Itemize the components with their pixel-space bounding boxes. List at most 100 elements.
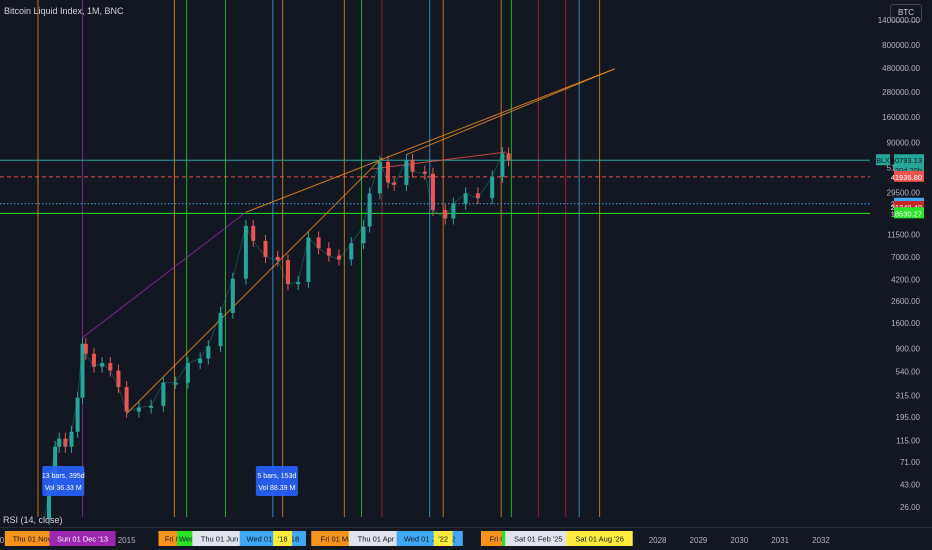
chart-title: Bitcoin Liquid Index, 1M, BNC <box>4 6 124 16</box>
candle-body-14 <box>136 407 141 412</box>
candle-body-7 <box>80 343 85 398</box>
x-tick-label: 2028 <box>649 536 667 545</box>
y-tick-label: 195.00 <box>896 413 921 422</box>
candle-body-45 <box>463 193 468 204</box>
price-tag-box <box>894 154 924 177</box>
candle-body-41 <box>422 171 427 174</box>
candle-body-43 <box>443 209 448 219</box>
time-label-text: Sat 01 Feb '25 <box>514 535 563 544</box>
time-label-text: Thu 01 Nov '12 <box>13 535 64 544</box>
trendline-2[interactable] <box>245 68 615 213</box>
candle-body-47 <box>490 176 495 199</box>
time-label-text: Sun 01 Dec '13 <box>57 535 108 544</box>
time-label-text: '22 <box>438 535 448 544</box>
y-tick-label: 2600.00 <box>891 297 920 306</box>
candle-body-4 <box>63 438 68 447</box>
time-label-box-10 <box>433 531 453 546</box>
candle-body-15 <box>149 405 154 408</box>
y-tick-label: 43.00 <box>900 481 921 490</box>
candle-body-17 <box>173 382 178 385</box>
x-tick-label: 2032 <box>812 536 830 545</box>
time-label-box-15 <box>566 531 633 546</box>
candle-body-48 <box>500 153 505 177</box>
candle-body-19 <box>198 358 203 364</box>
level-tag-text: 18530.27 <box>891 209 922 218</box>
candle-body-27 <box>285 260 290 285</box>
price-tag-countdown: 20d 20h <box>895 166 922 175</box>
candle-body-21 <box>218 312 223 347</box>
trendline-1[interactable] <box>126 157 383 414</box>
level-tag-3 <box>894 201 924 213</box>
measure-box-1[interactable] <box>255 466 298 497</box>
measure-box-0[interactable] <box>42 466 85 497</box>
indicator-divider <box>0 527 932 528</box>
y-tick-label: 800000.00 <box>882 41 920 50</box>
time-label-text: Thu 01 Jun '17 <box>201 535 250 544</box>
level-tag-text: 41936.80 <box>891 173 922 182</box>
y-tick-label: 4200.00 <box>891 276 920 285</box>
y-tick-label: 71.00 <box>900 458 921 467</box>
candle-body-33 <box>349 243 354 260</box>
candle-body-29 <box>306 237 311 282</box>
candle-body-3 <box>57 438 62 447</box>
candle-body-36 <box>377 161 382 194</box>
time-label-text: Wed <box>179 535 194 544</box>
candle-body-38 <box>392 182 397 185</box>
candle-body-46 <box>475 193 480 199</box>
candle-body-1 <box>47 487 52 519</box>
candle-body-28 <box>296 281 301 285</box>
time-label-text: Fri 01 I <box>489 535 512 544</box>
measure-box-line2: Vol 36.33 M <box>45 485 82 492</box>
candle-body-34 <box>361 226 366 244</box>
time-label-text: Wed 01 Aug '18 <box>247 535 300 544</box>
candle-body-37 <box>386 161 391 183</box>
price-tag-value: 60793.13 <box>891 156 922 165</box>
y-tick-label: 115.00 <box>896 437 920 446</box>
time-label-box-6 <box>273 531 293 546</box>
x-tick-label: 2031 <box>771 536 789 545</box>
y-tick-label: 1600.00 <box>891 319 920 328</box>
measure-box-line2: Vol 88.39 M <box>258 485 295 492</box>
trendline-0[interactable] <box>82 211 247 338</box>
x-tick-label: 2015 <box>118 536 136 545</box>
time-label-box-3 <box>177 531 197 546</box>
y-tick-label: 90000.00 <box>887 139 921 148</box>
candle-body-40 <box>410 159 415 172</box>
candle-body-9 <box>91 353 96 367</box>
candle-body-12 <box>116 370 121 388</box>
symbol-button[interactable]: BTC <box>890 4 922 22</box>
candle-body-42 <box>430 173 435 210</box>
candle-body-39 <box>404 159 409 185</box>
level-tag-4 <box>894 207 924 219</box>
candle-body-24 <box>251 225 256 241</box>
candle-body-6 <box>75 397 80 432</box>
time-label-box-1 <box>49 531 116 546</box>
candle-body-11 <box>108 363 113 371</box>
candle-body-13 <box>124 387 129 412</box>
y-tick-label: 1400000.00 <box>878 16 921 25</box>
y-tick-label: 26.00 <box>900 503 921 512</box>
y-tick-label: 29500.00 <box>887 189 921 198</box>
candle-body-32 <box>337 255 342 260</box>
rsi-label[interactable]: RSI (14, close) <box>3 515 63 525</box>
candle-body-30 <box>316 237 321 249</box>
candle-body-44 <box>451 203 456 219</box>
candle-body-35 <box>367 193 372 227</box>
candle-body-20 <box>206 346 211 359</box>
time-label-text: Sat 01 Aug '26 <box>575 535 624 544</box>
trendline-4[interactable] <box>371 151 507 170</box>
level-tag-1 <box>894 170 924 182</box>
time-label-text: '18 <box>278 535 288 544</box>
trendline-3[interactable] <box>406 68 615 156</box>
y-tick-label: 480000.00 <box>882 64 920 73</box>
y-tick-label: 315.00 <box>896 391 921 400</box>
y-tick-label: 7000.00 <box>891 253 920 262</box>
candle-body-18 <box>185 363 190 383</box>
time-label-text: Fri 01 May '20 <box>321 535 368 544</box>
y-tick-label: 11500.00 <box>887 231 920 240</box>
candle-body-25 <box>263 240 268 257</box>
candle-body-31 <box>326 248 331 256</box>
candle-body-26 <box>275 256 280 261</box>
measure-box-line1: 5 bars, 153d <box>257 473 296 480</box>
